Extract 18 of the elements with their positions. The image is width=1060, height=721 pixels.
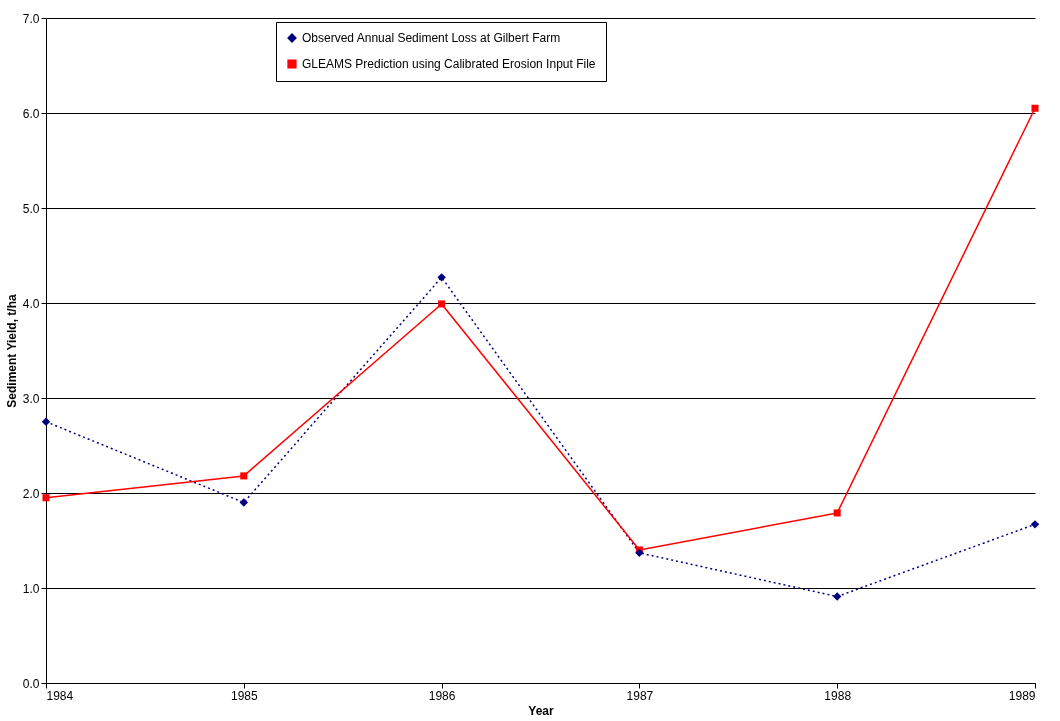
y-tick-label: 3.0: [22, 391, 40, 406]
y-tick-label: 5.0: [22, 201, 40, 216]
y-tick-label: 2.0: [22, 486, 40, 501]
legend-label: GLEAMS Prediction using Calibrated Erosion Input File: [302, 57, 596, 71]
x-tick-label: 1987: [626, 688, 654, 703]
x-tick-label: 1988: [824, 688, 852, 703]
y-tick-label: 7.0: [22, 11, 40, 26]
x-tick-label: 1984: [46, 688, 74, 703]
x-tick-label: 1986: [428, 688, 456, 703]
legend-label: Observed Annual Sediment Loss at Gilbert Farm: [302, 31, 561, 45]
y-tick-label: 0.0: [22, 676, 40, 691]
x-tick-label: 1989: [1008, 688, 1036, 703]
y-tick-label: 6.0: [22, 106, 40, 121]
x-axis-title: Year: [528, 703, 555, 718]
y-tick-label: 4.0: [22, 296, 40, 311]
y-tick-label: 1.0: [22, 581, 40, 596]
x-tick-label: 1985: [230, 688, 258, 703]
y-axis-title: Sediment Yield, t/ha: [4, 294, 19, 408]
